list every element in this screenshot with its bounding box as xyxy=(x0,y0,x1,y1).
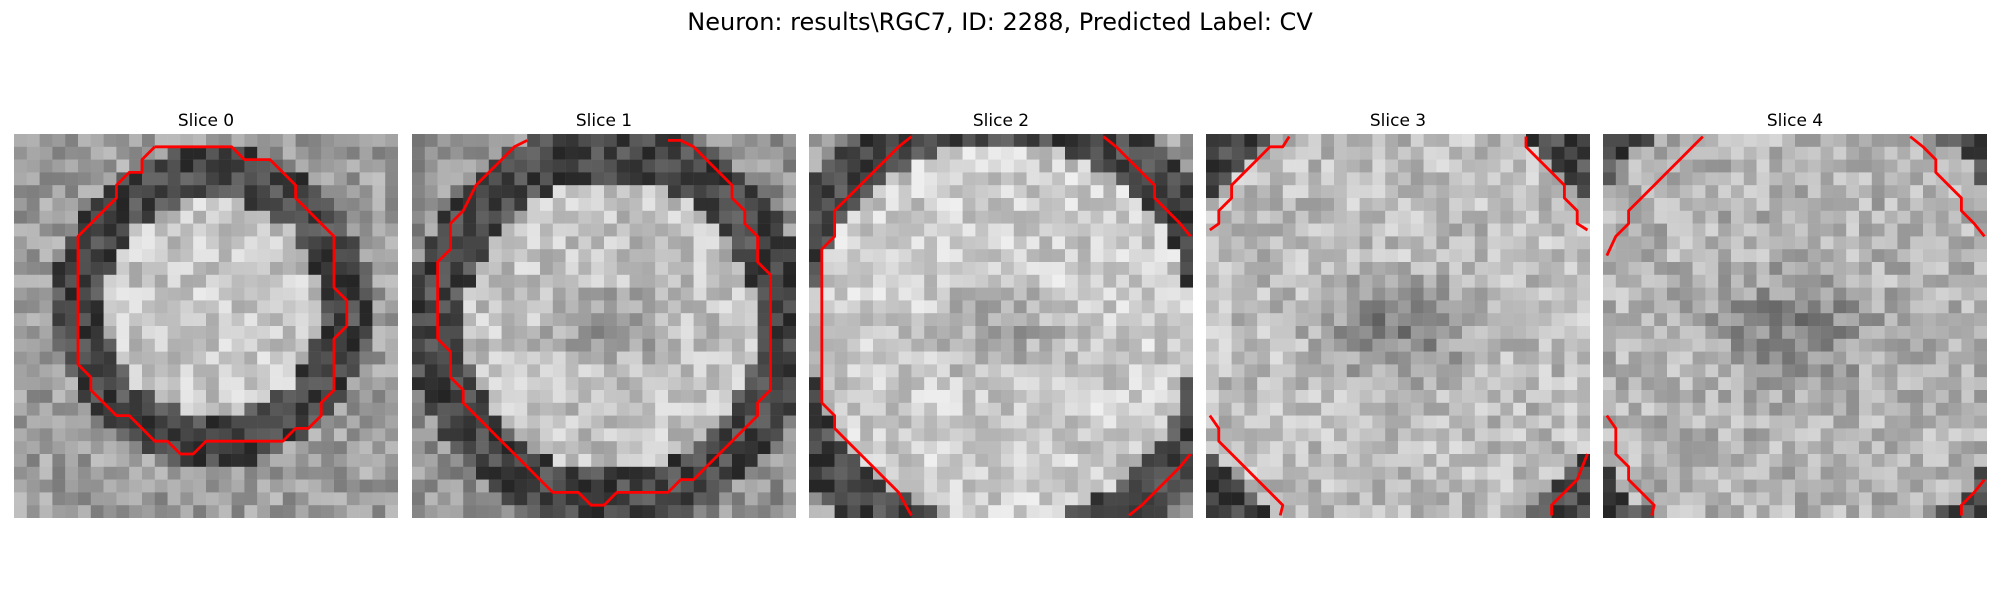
slice-title-1: Slice 1 xyxy=(575,111,633,131)
slice-title-0: Slice 0 xyxy=(177,111,235,131)
contour-4-bottom-left xyxy=(1605,414,1656,516)
pixel-grid-3 xyxy=(1206,134,1590,518)
contour-2-top-right xyxy=(1102,135,1192,238)
contour-4-bottom-right xyxy=(1959,478,1986,516)
contour-3-top-left xyxy=(1209,135,1291,232)
slice-panel-3: Slice 3 xyxy=(1206,108,1590,518)
slice-title-4: Slice 4 xyxy=(1766,111,1824,131)
contour-3-bottom-left xyxy=(1208,414,1285,516)
pixel-grid-4 xyxy=(1603,134,1987,518)
contour-4-top-left xyxy=(1605,135,1704,257)
contour-3-bottom-right xyxy=(1550,453,1589,516)
pixel-grid-1 xyxy=(412,134,796,518)
figure-title: Neuron: results\RGC7, ID: 2288, Predicte… xyxy=(687,8,1313,36)
slice-panel-4: Slice 4 xyxy=(1603,108,1987,518)
pixel-grid-0 xyxy=(14,134,398,518)
slice-image-0 xyxy=(14,134,398,518)
contour-1-main xyxy=(436,138,772,507)
slice-image-1 xyxy=(412,134,796,518)
contour-0 xyxy=(76,145,349,456)
slice-image-4 xyxy=(1603,134,1987,518)
slice-image-3 xyxy=(1206,134,1590,518)
contour-4-top-right xyxy=(1909,135,1986,238)
contour-2-bottom-right xyxy=(1128,453,1192,517)
slice-panel-0: Slice 0 xyxy=(14,108,398,518)
contour-3-top-right xyxy=(1524,136,1589,232)
pixel-grid-2 xyxy=(809,134,1193,518)
slice-image-2 xyxy=(809,134,1193,518)
contour-2-left xyxy=(820,135,913,517)
slice-panel-1: Slice 1 xyxy=(412,108,796,518)
slice-panel-2: Slice 2 xyxy=(809,108,1193,518)
slice-title-2: Slice 2 xyxy=(972,111,1030,131)
slice-title-3: Slice 3 xyxy=(1369,111,1427,131)
